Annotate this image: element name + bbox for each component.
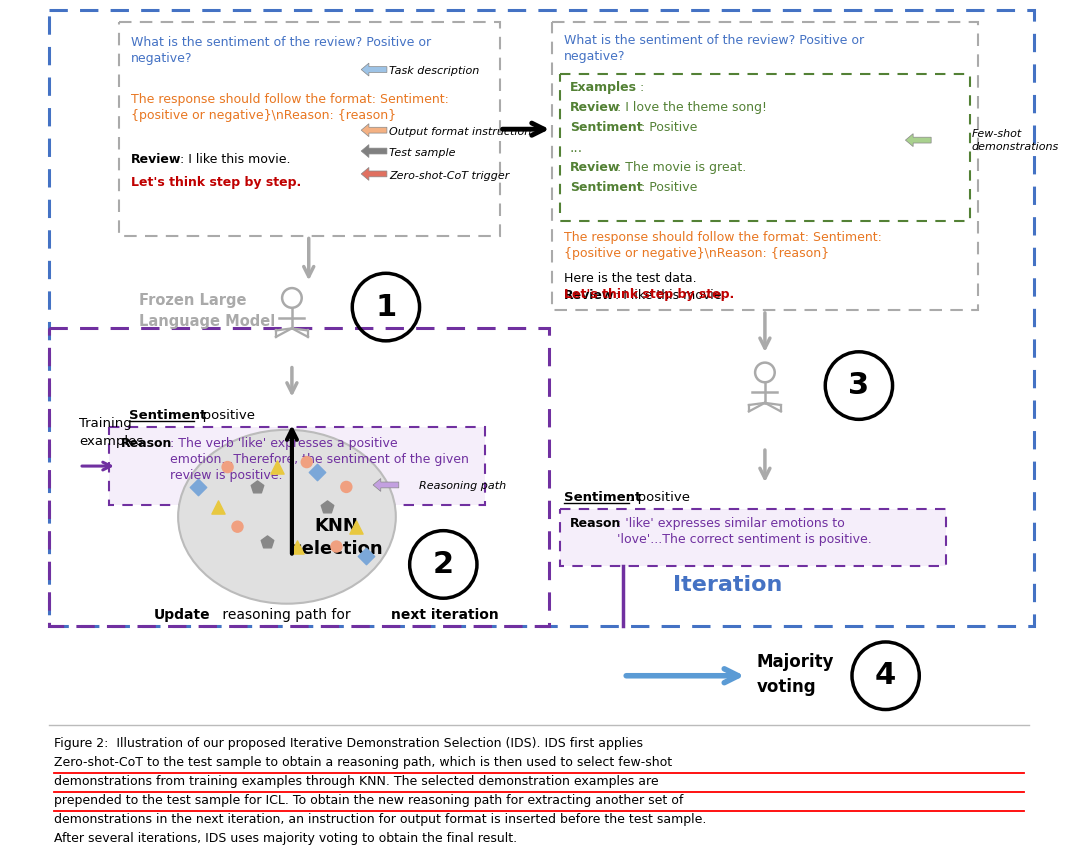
Text: : 'like' expresses similar emotions to
'love'...The correct sentiment is positiv: : 'like' expresses similar emotions to '… [618, 517, 873, 545]
Text: : Positive: : Positive [642, 181, 698, 194]
Bar [50, 10, 1034, 626]
Text: Frozen Large
Language Model: Frozen Large Language Model [138, 293, 274, 329]
Text: 2: 2 [433, 550, 454, 579]
Bar [119, 22, 500, 235]
Text: Training
examples: Training examples [79, 418, 144, 448]
Point [308, 465, 325, 479]
Text: Output format instruction: Output format instruction [389, 127, 531, 137]
Text: Let's think step by step.: Let's think step by step. [564, 288, 734, 302]
Point [288, 540, 306, 553]
Polygon shape [361, 168, 387, 180]
Text: Reason: Reason [570, 517, 621, 529]
Text: Few-shot
demonstrations: Few-shot demonstrations [972, 130, 1059, 152]
Text: Sentiment: Sentiment [570, 121, 643, 134]
Text: Review: Review [570, 161, 620, 174]
Bar [552, 22, 977, 310]
Text: demonstrations from training examples through KNN. The selected demonstration ex: demonstrations from training examples th… [54, 775, 659, 788]
Text: : The movie is great.: : The movie is great. [618, 161, 746, 174]
Text: :: : [639, 81, 644, 95]
Point [210, 500, 227, 513]
Text: Reasoning path: Reasoning path [419, 481, 505, 491]
Polygon shape [905, 134, 931, 147]
Point [328, 540, 346, 553]
Point [298, 456, 315, 469]
Point [269, 460, 286, 473]
Text: What is the sentiment of the review? Positive or
negative?: What is the sentiment of the review? Pos… [564, 34, 864, 63]
Point [348, 520, 365, 534]
Text: Update: Update [153, 608, 210, 623]
Text: Test sample: Test sample [389, 148, 456, 158]
Text: Zero-shot-CoT to the test sample to obtain a reasoning path, which is then used : Zero-shot-CoT to the test sample to obta… [54, 756, 673, 769]
Text: 4: 4 [875, 662, 896, 690]
Point [338, 480, 355, 494]
Point [189, 480, 206, 494]
Text: Zero-shot-CoT trigger: Zero-shot-CoT trigger [389, 171, 510, 181]
Text: What is the sentiment of the review? Positive or
negative?: What is the sentiment of the review? Pos… [131, 36, 431, 64]
Polygon shape [361, 145, 387, 158]
Text: : I like this movie.: : I like this movie. [180, 153, 291, 166]
Point [258, 534, 275, 548]
Text: next iteration: next iteration [391, 608, 499, 623]
Point [357, 550, 375, 563]
Ellipse shape [178, 429, 395, 604]
Bar [561, 509, 946, 567]
Text: The response should follow the format: Sentiment:
{positive or negative}\nReason: The response should follow the format: S… [131, 93, 448, 123]
Text: Sentiment: Sentiment [570, 181, 643, 194]
Text: ...: ... [570, 141, 583, 155]
Bar [50, 328, 550, 626]
Text: : The verb 'like' expresses a positive
emotion...Therefore, the sentiment of the: : The verb 'like' expresses a positive e… [171, 437, 469, 482]
Text: Review: Review [570, 102, 620, 114]
Point [248, 480, 266, 494]
Text: Iteration: Iteration [673, 575, 782, 595]
Text: : I like this movie.: : I like this movie. [616, 289, 726, 302]
Text: The response should follow the format: Sentiment:
{positive or negative}\nReason: The response should follow the format: S… [564, 230, 882, 259]
Text: Here is the test data.: Here is the test data. [564, 272, 697, 285]
Polygon shape [361, 124, 387, 136]
Text: Review: Review [564, 289, 615, 302]
Text: After several iterations, IDS uses majority voting to obtain the final result.: After several iterations, IDS uses major… [54, 832, 517, 844]
Text: Reason: Reason [121, 437, 172, 451]
Text: : I love the theme song!: : I love the theme song! [618, 102, 768, 114]
Text: Let's think step by step.: Let's think step by step. [131, 176, 301, 189]
Text: Majority
voting: Majority voting [757, 653, 835, 696]
Text: prepended to the test sample for ICL. To obtain the new reasoning path for extra: prepended to the test sample for ICL. To… [54, 794, 684, 807]
Text: Task description: Task description [389, 65, 480, 75]
Text: Examples: Examples [570, 81, 637, 95]
Point [229, 520, 246, 534]
Bar [561, 74, 970, 220]
Text: reasoning path for: reasoning path for [218, 608, 354, 623]
Polygon shape [373, 479, 399, 491]
Text: : positive: : positive [194, 409, 255, 423]
Text: 3: 3 [849, 371, 869, 400]
Text: Review: Review [131, 153, 181, 166]
Text: demonstrations in the next iteration, an instruction for output format is insert: demonstrations in the next iteration, an… [54, 813, 706, 826]
Text: Sentiment: Sentiment [129, 409, 206, 423]
Text: : positive: : positive [630, 491, 690, 504]
Text: Figure 2:  Illustration of our proposed Iterative Demonstration Selection (IDS).: Figure 2: Illustration of our proposed I… [54, 738, 644, 750]
Text: Sentiment: Sentiment [564, 491, 642, 504]
Point [318, 500, 335, 513]
Polygon shape [361, 64, 387, 76]
Text: KNN
selection: KNN selection [291, 517, 382, 558]
Text: 1: 1 [375, 292, 396, 322]
Point [219, 460, 237, 473]
Bar [109, 427, 485, 505]
Text: : Positive: : Positive [642, 121, 698, 134]
